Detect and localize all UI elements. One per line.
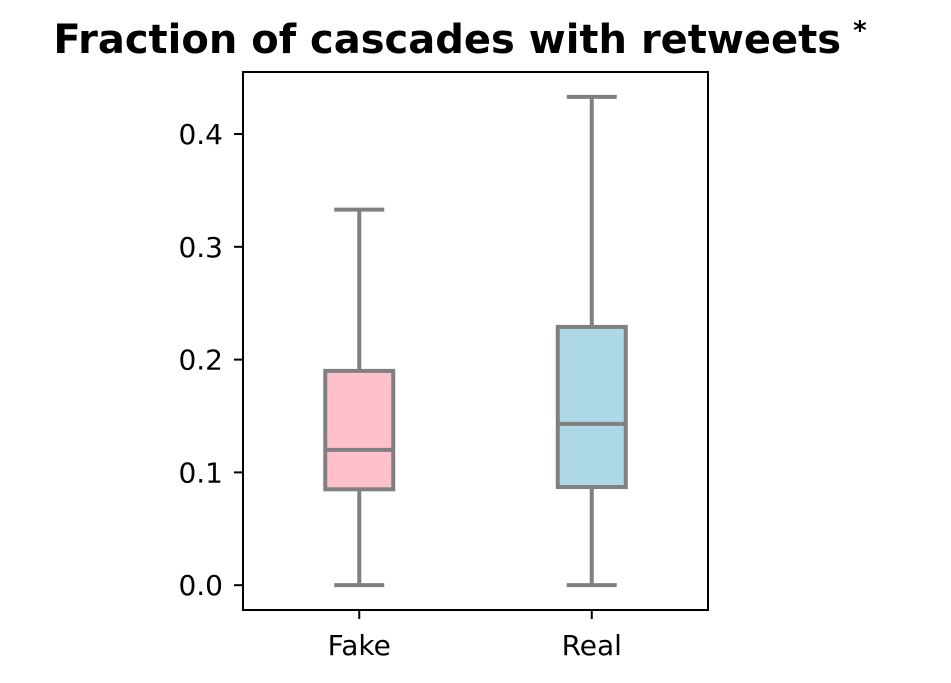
iqr-box — [323, 368, 396, 492]
y-tick-label: 0.4 — [178, 118, 223, 151]
chart-title-text: Fraction of cascades with retweets — [53, 17, 841, 63]
x-tick-label: Fake — [328, 629, 391, 662]
plot-area: 0.0 0.1 0.2 0.3 0.4 Fake Real — [178, 71, 709, 662]
plot-frame — [242, 71, 709, 611]
significance-marker: * — [853, 16, 867, 46]
box-fake: Fake — [323, 207, 396, 662]
y-tick-label: 0.3 — [178, 231, 223, 264]
y-tick-label: 0.0 — [178, 569, 223, 602]
x-tick-label: Real — [562, 629, 622, 662]
box-real: Real — [555, 94, 628, 662]
iqr-box — [555, 324, 628, 490]
chart-title: Fraction of cascades with retweets * — [53, 16, 867, 63]
y-tick-label: 0.2 — [178, 344, 223, 377]
y-tick-label: 0.1 — [178, 456, 223, 489]
